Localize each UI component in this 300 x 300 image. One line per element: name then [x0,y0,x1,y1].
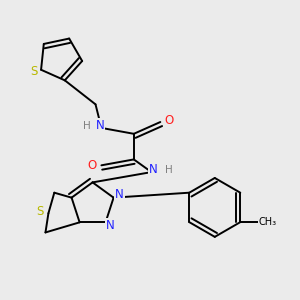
Text: S: S [36,205,43,218]
Text: CH₃: CH₃ [258,217,276,227]
Text: H: H [83,121,91,130]
Text: S: S [30,65,38,78]
Text: N: N [148,163,157,176]
Text: N: N [96,119,104,132]
Text: N: N [115,188,124,201]
Text: O: O [87,159,97,172]
Text: N: N [106,219,114,232]
Text: H: H [165,165,172,175]
Text: O: O [164,114,173,127]
